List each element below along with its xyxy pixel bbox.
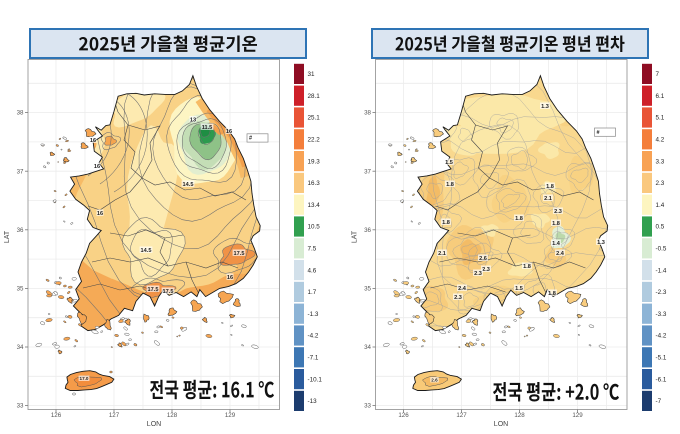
svg-text:38: 38	[17, 110, 24, 117]
svg-text:129: 129	[572, 412, 583, 419]
svg-text:-7: -7	[656, 398, 662, 405]
svg-text:LAT: LAT	[352, 230, 359, 243]
svg-text:6.1: 6.1	[656, 93, 665, 100]
svg-text:1.8: 1.8	[515, 216, 523, 222]
svg-text:35: 35	[17, 286, 24, 293]
svg-text:1.3: 1.3	[541, 104, 549, 110]
svg-text:1.8: 1.8	[552, 221, 560, 227]
svg-text:31: 31	[308, 71, 316, 78]
svg-text:36: 36	[17, 227, 24, 234]
svg-text:36: 36	[364, 227, 371, 234]
svg-text:28.1: 28.1	[308, 93, 321, 100]
svg-text:1.8: 1.8	[442, 220, 450, 226]
svg-text:33: 33	[17, 403, 24, 410]
svg-text:127: 127	[109, 412, 120, 419]
svg-text:1.8: 1.8	[446, 182, 454, 188]
svg-text:19.3: 19.3	[308, 158, 321, 165]
svg-text:35: 35	[364, 286, 371, 293]
svg-text:34: 34	[17, 344, 24, 351]
svg-text:128: 128	[167, 412, 178, 419]
svg-text:1.8: 1.8	[523, 264, 531, 270]
svg-text:17.5: 17.5	[163, 289, 174, 295]
svg-text:14.5: 14.5	[183, 182, 194, 188]
svg-text:1.7: 1.7	[308, 289, 317, 296]
svg-text:2.3: 2.3	[454, 295, 462, 301]
svg-text:2.1: 2.1	[438, 251, 446, 257]
svg-text:10.5: 10.5	[308, 224, 321, 231]
svg-text:-10.1: -10.1	[308, 376, 323, 383]
svg-text:127: 127	[456, 412, 467, 419]
svg-text:1.4: 1.4	[552, 241, 561, 247]
svg-text:16: 16	[97, 211, 103, 217]
svg-text:13.4: 13.4	[308, 202, 321, 209]
svg-text:#: #	[249, 136, 252, 142]
svg-text:16: 16	[94, 164, 100, 170]
svg-text:5.1: 5.1	[656, 115, 665, 122]
svg-text:0.5: 0.5	[656, 224, 665, 231]
svg-text:25.1: 25.1	[308, 115, 321, 122]
svg-text:38: 38	[364, 110, 371, 117]
svg-text:17.5: 17.5	[234, 251, 245, 257]
svg-text:16.3: 16.3	[308, 180, 321, 187]
svg-text:-2.3: -2.3	[656, 289, 667, 296]
svg-text:2.4: 2.4	[556, 251, 565, 257]
svg-text:-13: -13	[308, 398, 318, 405]
svg-text:126: 126	[51, 412, 62, 419]
svg-text:16: 16	[226, 129, 232, 135]
svg-text:37: 37	[364, 168, 371, 175]
svg-text:2.3: 2.3	[482, 267, 490, 273]
svg-text:-1.4: -1.4	[656, 267, 667, 274]
svg-text:128: 128	[514, 412, 525, 419]
svg-text:1.5: 1.5	[515, 286, 523, 292]
svg-text:-5.1: -5.1	[656, 355, 667, 362]
svg-text:2.6: 2.6	[431, 378, 438, 383]
svg-text:2.6: 2.6	[479, 256, 487, 262]
svg-text:-3.3: -3.3	[656, 311, 667, 318]
svg-text:7.5: 7.5	[308, 246, 317, 253]
svg-text:16: 16	[90, 138, 96, 144]
svg-text:22.2: 22.2	[308, 137, 321, 144]
svg-text:-0.5: -0.5	[656, 246, 667, 253]
svg-text:LON: LON	[147, 421, 161, 428]
svg-text:2.1: 2.1	[544, 196, 552, 202]
svg-text:-1.3: -1.3	[308, 311, 319, 318]
svg-text:-4.2: -4.2	[656, 333, 667, 340]
svg-text:1.8: 1.8	[546, 184, 554, 190]
svg-text:16: 16	[227, 275, 233, 281]
svg-text:14.5: 14.5	[141, 248, 152, 254]
svg-text:7: 7	[656, 71, 660, 78]
svg-text:2.4: 2.4	[458, 286, 467, 292]
svg-text:1.3: 1.3	[597, 240, 605, 246]
svg-text:2.3: 2.3	[656, 180, 665, 187]
svg-text:11.5: 11.5	[202, 125, 213, 131]
svg-text:126: 126	[398, 412, 409, 419]
svg-text:4.6: 4.6	[308, 267, 317, 274]
svg-text:1.5: 1.5	[445, 160, 453, 166]
svg-text:-7.1: -7.1	[308, 355, 319, 362]
svg-text:2.3: 2.3	[554, 209, 562, 215]
svg-text:2.3: 2.3	[474, 271, 482, 277]
svg-text:37: 37	[17, 168, 24, 175]
svg-text:1.8: 1.8	[548, 291, 556, 297]
svg-text:33: 33	[364, 403, 371, 410]
svg-text:17.0: 17.0	[80, 376, 89, 381]
svg-text:-6.1: -6.1	[656, 376, 667, 383]
svg-text:17.5: 17.5	[148, 287, 159, 293]
svg-text:1.4: 1.4	[656, 202, 665, 209]
svg-text:4.2: 4.2	[656, 137, 665, 144]
svg-text:-4.2: -4.2	[308, 333, 319, 340]
svg-text:LAT: LAT	[4, 230, 11, 243]
svg-text:3.3: 3.3	[656, 158, 665, 165]
svg-text:34: 34	[364, 344, 371, 351]
svg-text:#: #	[597, 130, 600, 136]
svg-text:13: 13	[190, 118, 196, 124]
svg-text:129: 129	[225, 412, 236, 419]
svg-text:LON: LON	[494, 421, 508, 428]
